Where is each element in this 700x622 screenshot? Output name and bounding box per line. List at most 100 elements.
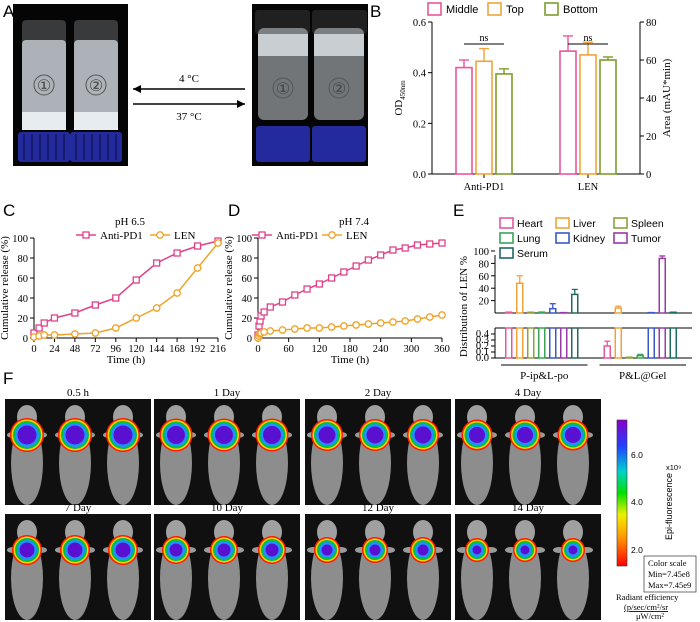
data-point — [266, 327, 275, 335]
legend-marker — [328, 231, 336, 239]
bar — [516, 282, 524, 314]
y-tick-label: 0 — [247, 334, 252, 345]
y-tick-label: 0 — [23, 334, 28, 345]
y-tick-label: 40 — [18, 294, 29, 305]
data-point — [425, 313, 434, 321]
y-right-tick-label: 0 — [646, 170, 651, 181]
vial-2-marker: ② — [89, 78, 103, 95]
data-point — [413, 315, 422, 323]
bar — [599, 59, 617, 175]
panel-b: B 0.0 0.2 0.4 0.6 0 20 40 60 80 OD450nm Area (mAU*… — [370, 2, 673, 193]
y-tick-label: 60 — [242, 274, 253, 285]
x-axis-label: Time (h) — [331, 354, 370, 366]
bar — [549, 327, 557, 359]
imaging-tile: 4 Day — [455, 387, 601, 505]
y-tick-label: 60 — [18, 274, 29, 285]
vial-1-marker-inverted: ① — [276, 81, 290, 98]
x-tick-label: 24 — [49, 344, 60, 355]
legend-label: Heart — [517, 218, 543, 230]
legend-label: Top — [506, 4, 524, 16]
data-point — [111, 324, 120, 332]
units-line-2: μW/cm² — [636, 611, 664, 621]
data-point — [327, 274, 336, 282]
data-point — [376, 319, 385, 327]
data-point — [132, 314, 141, 322]
data-point — [91, 301, 99, 309]
legend-marker — [156, 231, 164, 239]
legend-swatch — [487, 2, 502, 16]
bar — [603, 345, 611, 359]
data-point — [266, 303, 274, 311]
y-tick-label: 20 — [479, 297, 490, 308]
y-tick-label: 0.6 — [413, 18, 426, 29]
imaging-tile: 1 Day — [154, 387, 300, 505]
units-line-1: (p/sec/cm²/sr — [624, 602, 668, 612]
imaging-grid: 0.5 h 1 Day 2 Day 4 Day 7 Day 10 Day 12 Day 14 … — [5, 387, 601, 620]
arrow-right-icon — [237, 100, 245, 108]
y-axis-label: Cumulative release (%) — [0, 236, 11, 340]
legend-label: Middle — [446, 4, 478, 16]
y-tick-label: 0.2 — [413, 119, 426, 130]
legend-label: LEN — [346, 230, 367, 242]
legend-swatch — [555, 232, 570, 244]
x-tick-label: 120 — [311, 344, 327, 355]
bar — [658, 257, 666, 314]
y-axis-label: Cumulative release (%) — [223, 236, 235, 340]
x-tick-label: 48 — [70, 344, 81, 355]
panel-f: F 0.5 h 1 Day 2 Day 4 Day 7 Day 10 Day 12 Day 1… — [3, 369, 697, 621]
data-point — [50, 314, 59, 322]
y-right-tick-label: 20 — [646, 132, 657, 143]
legend-swatch — [544, 2, 559, 16]
data-point — [377, 251, 385, 259]
panel-label-d: D — [228, 201, 240, 220]
data-point — [193, 264, 202, 272]
chart-c: 0 20 40 60 80 100 0 24 48 72 96 120 144 168 192 216 Time… — [0, 216, 226, 366]
data-point — [193, 242, 202, 250]
arrow-left-icon — [133, 85, 141, 93]
bar — [455, 66, 473, 175]
data-point — [364, 256, 373, 264]
x-tick-label: 360 — [434, 344, 450, 355]
data-point — [40, 331, 49, 339]
legend-label: Liver — [573, 218, 596, 230]
imaging-tile: 14 Day — [455, 502, 601, 620]
arrow-top-label: 4 °C — [179, 73, 199, 85]
panel-d: D 0 20 40 60 80 100 0 60 120 180 240 300 360 Time (h)… — [223, 201, 450, 366]
data-point — [112, 294, 120, 302]
bar — [571, 327, 579, 359]
y-tick-label: 100 — [236, 234, 252, 245]
y-right-tick-label: 80 — [646, 18, 657, 29]
data-point — [426, 240, 434, 248]
y-tick-label: 20 — [18, 314, 29, 325]
x-tick-label: 0 — [31, 344, 36, 355]
bar — [505, 327, 513, 359]
timepoint-label: 2 Day — [365, 387, 392, 399]
panel-label-f: F — [3, 369, 13, 388]
data-point — [40, 319, 48, 327]
scale-tick-4: 4.0 — [631, 497, 643, 507]
x-tick-label: 300 — [403, 344, 419, 355]
chart-title: pH 7.4 — [339, 216, 369, 228]
data-point — [91, 329, 100, 337]
legend-label: Anti-PD1 — [276, 230, 319, 242]
data-point — [278, 298, 287, 306]
y-tick-label: 0.3 — [476, 335, 489, 346]
legend-label: Anti-PD1 — [100, 230, 143, 242]
panel-label-c: C — [3, 201, 15, 220]
bar — [669, 327, 677, 359]
legend-label: Lung — [517, 233, 541, 245]
bar — [614, 307, 622, 314]
data-point — [260, 308, 268, 316]
color-scale-title: Color scale — [648, 558, 687, 568]
data-point — [173, 289, 181, 297]
series-line — [33, 242, 219, 338]
panel-label-e: E — [453, 201, 464, 220]
group-label: P-ip&L-po — [520, 370, 569, 382]
y-tick-label: 40 — [479, 284, 490, 295]
y-tick-label: 0.2 — [476, 341, 489, 352]
data-point — [290, 325, 299, 333]
y-tick-label: 80 — [242, 254, 253, 265]
data-point — [340, 322, 348, 330]
legend-label: Kidney — [573, 233, 606, 245]
